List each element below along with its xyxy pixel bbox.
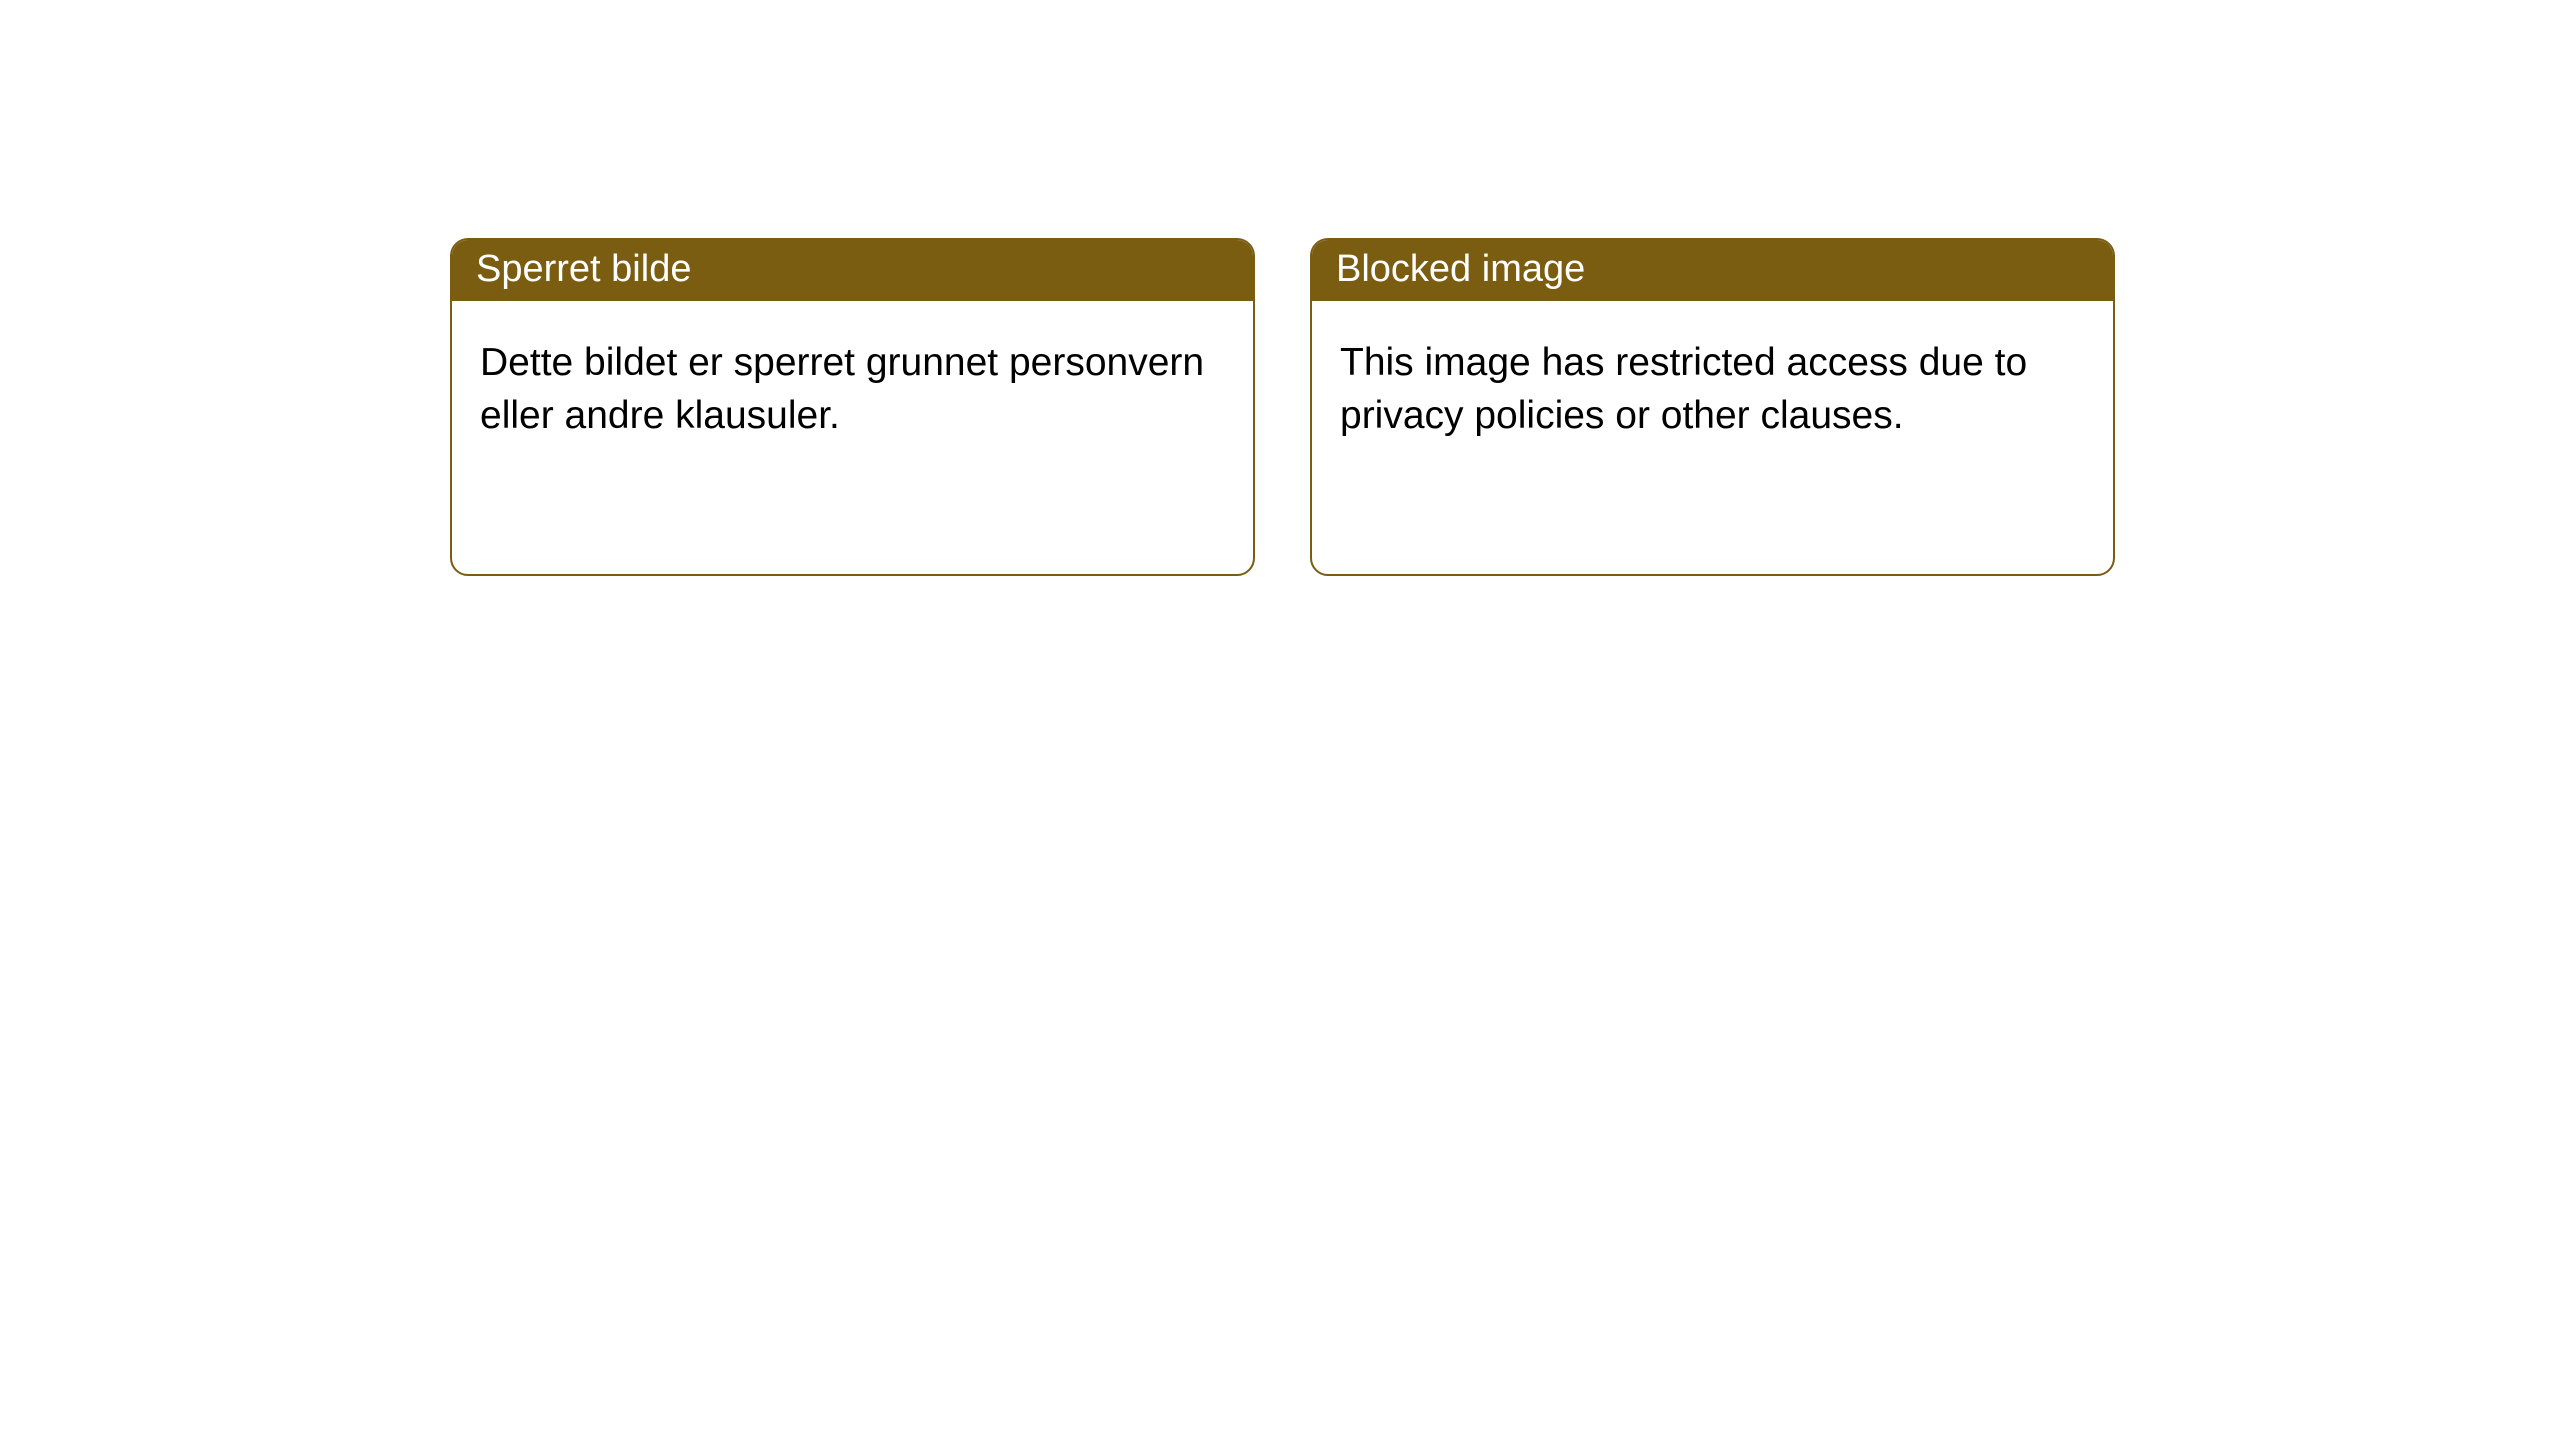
notice-header: Blocked image [1312, 240, 2113, 301]
notice-container: Sperret bilde Dette bildet er sperret gr… [0, 0, 2560, 576]
notice-box-norwegian: Sperret bilde Dette bildet er sperret gr… [450, 238, 1255, 576]
notice-body: Dette bildet er sperret grunnet personve… [452, 301, 1253, 478]
notice-box-english: Blocked image This image has restricted … [1310, 238, 2115, 576]
notice-body: This image has restricted access due to … [1312, 301, 2113, 478]
notice-header: Sperret bilde [452, 240, 1253, 301]
